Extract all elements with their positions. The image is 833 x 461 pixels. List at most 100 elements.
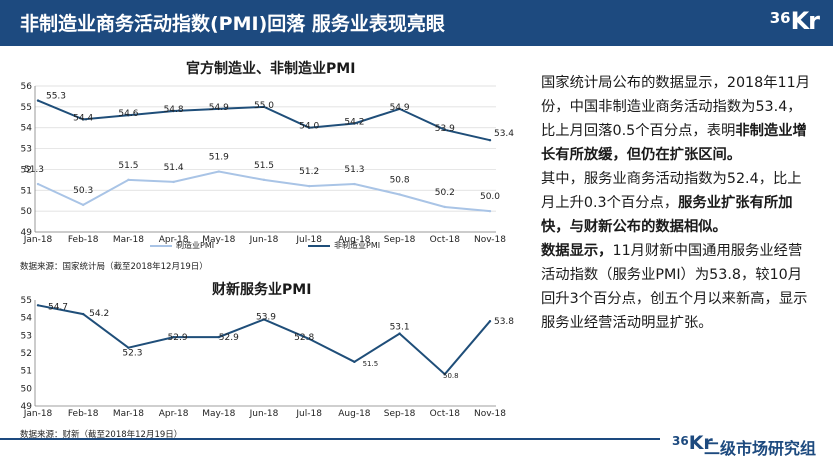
data-label: 54.8 [164, 105, 184, 115]
x-tick-label: Oct-18 [430, 235, 461, 245]
data-point [308, 126, 311, 129]
p1-normal: 国家统计局公布的数据显示，2018年11月份，中国非制造业商务活动指数为53.4… [541, 75, 811, 139]
data-label: 53.1 [390, 323, 410, 333]
footer-divider [0, 438, 660, 440]
data-point [82, 312, 85, 316]
data-label: 52.9 [168, 333, 188, 343]
p1-bold: 非制造业增长有所放缓，但仍在扩张区间。 [541, 123, 807, 163]
data-label: 50.3 [73, 186, 93, 196]
data-label: 54.9 [209, 103, 229, 113]
data-point [308, 184, 311, 188]
data-label: 53.9 [435, 124, 455, 134]
data-point [398, 332, 401, 335]
chart2-title: 财新服务业PMI [212, 282, 312, 298]
x-tick-label: Nov-18 [474, 409, 506, 419]
data-label: 53.9 [256, 312, 276, 322]
data-point [353, 122, 356, 125]
data-label: 54.9 [390, 103, 410, 113]
data-label: 52.9 [219, 333, 239, 343]
legend-label-manufacturing: 制造业PMI [176, 241, 215, 250]
data-label: 53.8 [494, 317, 514, 327]
analysis-paragraph-2: 其中，服务业商务活动指数为52.4，比上月上升0.3个百分点，服务业扩张有所加快… [541, 167, 813, 239]
x-tick-label: May-18 [202, 235, 235, 245]
data-point [172, 180, 175, 184]
data-label: 51.9 [209, 153, 229, 163]
y-tick-label: 49 [21, 228, 33, 238]
x-tick-label: Oct-18 [430, 409, 461, 419]
data-label: 54.7 [48, 302, 68, 312]
data-label: 54.6 [118, 109, 138, 119]
legend-line-manufacturing [150, 244, 172, 247]
y-tick-label: 52 [21, 349, 32, 359]
data-point [443, 205, 446, 209]
x-tick-label: Sep-18 [384, 235, 416, 245]
data-point [82, 203, 85, 207]
data-point [443, 373, 446, 376]
y-tick-label: 49 [21, 402, 33, 412]
y-tick-label: 52 [21, 165, 32, 175]
data-label: 52.3 [122, 349, 142, 359]
chart1-pmi-official: 49 50 51 52 53 54 55 56 Jan-18 Feb-18 Mar-18 Apr-18… [21, 82, 515, 245]
legend-nonmanufacturing: 非制造业PMI [308, 240, 380, 251]
data-point [217, 335, 220, 339]
data-label: 54.4 [73, 113, 93, 123]
data-label: 53.4 [494, 129, 514, 139]
analysis-paragraph-1: 国家统计局公布的数据显示，2018年11月份，中国非制造业商务活动指数为53.4… [541, 71, 813, 167]
data-label: 51.2 [299, 167, 319, 177]
logo-text: Kr [790, 7, 820, 35]
data-label: 51.3 [344, 165, 364, 175]
data-point [172, 335, 175, 339]
y-tick-label: 54 [21, 314, 33, 324]
data-point [353, 182, 356, 186]
data-point [398, 107, 401, 111]
x-tick-label: Mar-18 [113, 409, 144, 419]
data-point [217, 170, 220, 173]
y-tick-label: 55 [21, 103, 32, 113]
data-point [172, 109, 175, 113]
data-point [398, 193, 401, 196]
data-point [488, 320, 492, 323]
legend-line-nonmanufacturing [308, 244, 330, 247]
data-label: 51.3 [24, 165, 44, 175]
data-point [36, 99, 40, 102]
data-point [36, 304, 40, 307]
x-tick-label: Aug-18 [338, 235, 371, 245]
y-tick-label: 50 [21, 384, 33, 394]
data-label: 55.0 [254, 101, 274, 111]
data-point [127, 114, 130, 117]
header-bar: 非制造业商务活动指数(PMI)回落 服务业表现亮眼 36Kr [0, 0, 833, 46]
chart2-source: 数据来源：财新（截至2018年12月19日） [20, 430, 183, 440]
chart1-source: 数据来源：国家统计局（截至2018年12月19日） [20, 262, 208, 272]
legend-manufacturing: 制造业PMI [150, 240, 214, 251]
x-tick-label: Feb-18 [68, 409, 99, 419]
data-point [443, 128, 446, 131]
brand-logo: 36Kr [769, 7, 820, 35]
x-tick-label: Nov-18 [474, 235, 506, 245]
data-label: 50.0 [480, 192, 500, 202]
chart2-caixin-services-pmi: 49 50 51 52 53 54 55 Jan-18 Feb-18 Mar-18 Apr-18 Ma… [21, 296, 515, 419]
x-tick-label: Jun-18 [249, 409, 279, 419]
y-tick-label: 51 [21, 367, 32, 377]
y-tick-label: 50 [21, 207, 33, 217]
data-point [36, 182, 40, 186]
y-tick-label: 55 [21, 296, 32, 306]
analysis-paragraph-3: 数据显示，11月财新中国通用服务业经营活动指数（服务业PMI）为53.8，较10… [541, 239, 813, 335]
data-label: 54.0 [299, 122, 319, 132]
x-tick-label: May-18 [202, 409, 235, 419]
chart1-title: 官方制造业、非制造业PMI [186, 61, 356, 77]
x-tick-label: Jul-18 [295, 409, 322, 419]
p3-bold: 数据显示， [541, 243, 613, 259]
series-line-0 [37, 170, 491, 213]
data-label: 52.8 [294, 333, 314, 343]
x-tick-label: Mar-18 [113, 235, 144, 245]
y-tick-label: 56 [21, 82, 33, 92]
page-title: 非制造业商务活动指数(PMI)回落 服务业表现亮眼 [20, 13, 445, 35]
y-tick-label: 51 [21, 186, 32, 196]
data-point [217, 107, 220, 111]
logo-number: 36 [769, 9, 791, 27]
x-tick-label: Apr-18 [159, 235, 189, 245]
p3-normal: 11月财新中国通用服务业经营活动指数（服务业PMI）为53.8，较10月回升3个… [541, 243, 808, 331]
analysis-text: 国家统计局公布的数据显示，2018年11月份，中国非制造业商务活动指数为53.4… [541, 71, 813, 335]
x-tick-label: Feb-18 [68, 235, 99, 245]
p2-normal: 其中，服务业商务活动指数为52.4，比上月上升0.3个百分点， [541, 171, 802, 211]
